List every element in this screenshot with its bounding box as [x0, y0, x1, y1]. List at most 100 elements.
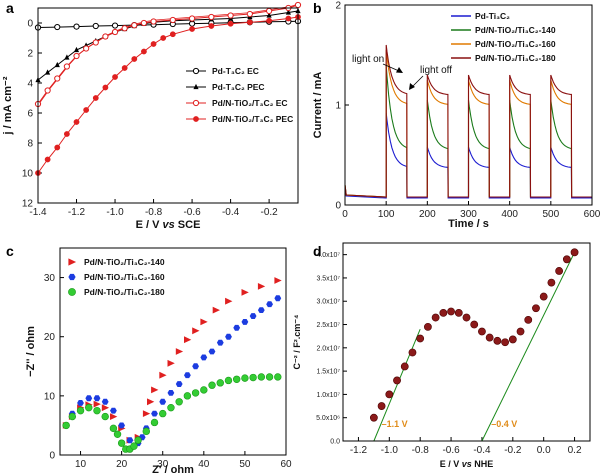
panel-c-point: [101, 404, 110, 412]
panel-d-x-tick-label: -1.2: [350, 445, 368, 456]
panel-b-y-axis-label: Current / mA: [312, 72, 324, 139]
panel-d-point: [454, 308, 463, 317]
panel-a-legend-marker: [193, 116, 199, 122]
panel-b-x-tick-label: 400: [501, 209, 518, 220]
panel-c-point: [200, 318, 208, 326]
panel-c-point: [159, 409, 167, 418]
panel-a-point: [54, 144, 61, 151]
panel-a-point: [131, 56, 138, 62]
panel-c-point: [249, 313, 257, 319]
panel-c-point: [241, 374, 249, 382]
panel-a-point: [208, 13, 215, 21]
panel-c-point: [232, 375, 241, 383]
panel-d-point: [385, 390, 394, 399]
panel-c-point: [183, 392, 192, 400]
panel-a-point: [64, 54, 70, 60]
panel-c-point: [167, 359, 175, 367]
panel-a-point: [246, 19, 253, 26]
panel-d-y-tick-label: 3.5x10⁷: [316, 275, 340, 282]
panel-d-point: [377, 402, 386, 410]
panel-a-point: [44, 87, 51, 94]
panel-d-x-tick-label: -1.0: [381, 445, 399, 456]
panel-c-point: [134, 436, 142, 444]
panel-a-y-tick-label: 6: [27, 109, 33, 120]
panel-b-legend-label: Pd/N-TiO₂/Ti₃C₂-160: [475, 39, 556, 49]
panel-a-x-tick-label: -1.2: [68, 207, 86, 218]
panel-d-point: [508, 335, 517, 344]
panel-d-y-tick-label: 1.0x10⁷: [316, 392, 340, 399]
panel-c-x-tick-label: 10: [75, 459, 87, 470]
panel-a-point: [54, 61, 60, 68]
panel-b-annotation-light-on: light on: [352, 54, 384, 65]
panel-a-x-axis-label: E / V vs SCE: [136, 219, 201, 231]
panel-c-legend-label: Pd/N-TiO₂/Ti₃C₂-140: [84, 257, 165, 267]
panel-a-point: [285, 15, 292, 22]
panel-d-y-tick-label: 1.5x10⁷: [316, 369, 340, 376]
panel-d-x-tick-label: -0.8: [412, 445, 430, 456]
panel-c-point: [208, 348, 216, 355]
panel-c-point: [167, 390, 175, 396]
panel-c-point: [175, 348, 184, 355]
panel-c-x-tick-label: 60: [280, 459, 292, 470]
panel-a-point: [83, 45, 90, 52]
panel-d-annotation-flatband-1: –1.1 V: [382, 419, 408, 429]
panel-a-point: [266, 17, 273, 24]
panel-a-y-tick-label: 10: [22, 169, 34, 180]
panel-a-point: [141, 48, 147, 55]
panel-b-legend-label: Pd-Ti₃C₂: [475, 11, 510, 21]
panel-d-letter: d: [313, 243, 322, 259]
panel-a-point: [63, 63, 70, 70]
panel-d-x-tick-label: 0.0: [537, 445, 551, 456]
panel-a-x-tick-label: -0.6: [183, 207, 201, 218]
panel-a-point: [227, 20, 234, 27]
panel-c-point: [62, 421, 70, 430]
panel-d-y-axis-label: C⁻² / F².cm⁻⁴: [292, 315, 302, 370]
panel-d-fit-line: [481, 252, 576, 442]
panel-c-point: [175, 381, 183, 387]
panel-c-y-tick-label: 0: [49, 451, 55, 462]
panel-a-y-tick-label: 8: [27, 139, 33, 150]
panel-c-y-axis-label: −Z'' / ohm: [25, 326, 37, 377]
panel-b: 0 100 200 300 400 500 600 0 1 2 Time / s Current / …: [312, 0, 600, 230]
panel-a-legend-label: Pd/N-TiO₂/T₃C₂ PEC: [212, 114, 293, 124]
panel-d-y-tick-label: 4.0x10⁷: [316, 252, 340, 259]
panel-a-point: [44, 156, 51, 163]
panel-b-x-axis-label: Time / s: [448, 218, 489, 230]
panel-c-point: [110, 413, 118, 420]
panel-d-y-tick-label: 0.0: [330, 439, 340, 446]
panel-c-point: [200, 386, 208, 394]
panel-a-point: [189, 26, 195, 32]
panel-d-x-tick-label: 0.2: [568, 445, 582, 456]
panel-a-letter: a: [6, 0, 14, 16]
panel-c-point: [265, 373, 274, 381]
panel-c-point: [147, 398, 155, 406]
panel-b-x-tick-label: 300: [460, 209, 477, 220]
panel-a-legend-marker: [192, 99, 200, 107]
panel-c-point: [101, 412, 109, 421]
panel-d-point: [485, 333, 494, 342]
panel-c-point: [241, 289, 249, 296]
panel-b-x-tick-label: 500: [542, 209, 559, 220]
panel-b-y-tick-label: 0: [335, 201, 341, 212]
panel-a-point: [266, 12, 272, 18]
panel-a-frame: [37, 7, 299, 204]
panel-a-point: [188, 15, 196, 22]
panel-c-x-tick-label: 50: [239, 459, 251, 470]
panel-b-series-line: [344, 44, 592, 198]
panel-a-point: [73, 46, 80, 53]
panel-a-point: [83, 107, 90, 113]
panel-d-point: [470, 320, 479, 329]
panel-d-point: [555, 267, 564, 275]
panel-b-x-tick-label: 600: [584, 209, 600, 220]
panel-c-point: [274, 277, 282, 284]
panel-a-x-tick-label: -1.4: [29, 207, 47, 218]
panel-d-point: [539, 292, 548, 301]
panel-a-x-tick-label: -0.2: [260, 207, 278, 218]
panel-d-point: [532, 304, 540, 313]
panel-a-point: [246, 10, 253, 18]
panel-d-y-tick-label: 3.0x10⁷: [316, 299, 340, 306]
panel-d-y-tick-label: 2.5x10⁷: [316, 322, 340, 329]
panel-c-x-tick-label: 20: [116, 459, 128, 470]
panel-c-point: [142, 410, 151, 417]
